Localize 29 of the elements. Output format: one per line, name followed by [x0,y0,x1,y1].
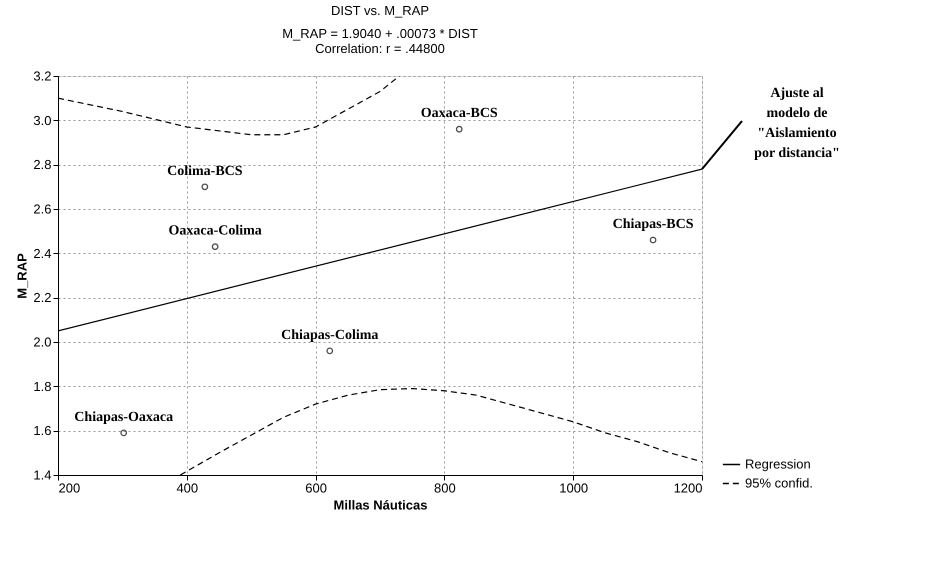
x-tick-label: 1200 [674,480,702,496]
annotation: Chiapas-Colima [281,328,378,343]
y-tick-label: 2.2 [33,290,52,306]
y-tick-label: 3.0 [33,112,52,128]
y-tick-label: 1.6 [33,423,52,438]
x-tick-label: 400 [176,480,198,496]
annotation: Ajuste al modelo de "Aislamiento por distancia" [754,86,840,161]
annotation: Oaxaca-Colima [168,224,262,239]
legend-label: 95% confid. [745,476,813,490]
annotation: Colima-BCS [167,164,243,179]
annotation: Chiapas-BCS [612,217,694,232]
y-tick-label: 3.2 [33,68,52,84]
x-tick-label: 600 [305,480,327,496]
y-tick-label: 2.6 [33,202,52,216]
x-tick-label: 200 [58,480,80,496]
annotation: Oaxaca-BCS [420,106,498,122]
y-tick-label: 1.4 [33,468,52,482]
chart-subtitle: M_RAP = 1.9040 + .00073 * DIST Correlation: r = .44800 [282,26,478,56]
annotation: Chiapas-Oaxaca [74,410,174,425]
y-tick-label: 1.8 [33,378,52,394]
x-tick-label: 1000 [559,480,588,496]
legend-label: Regression [745,456,811,472]
y-axis-title: M_RAP [14,252,30,299]
y-tick-label: 2.8 [33,157,52,172]
x-tick-label: 800 [434,480,456,496]
y-tick-label: 2.4 [33,246,52,261]
y-tick-label: 2.0 [33,334,52,350]
chart-title: DIST vs. M_RAP [330,3,430,18]
x-axis-title: Millas Náuticas [334,498,428,512]
